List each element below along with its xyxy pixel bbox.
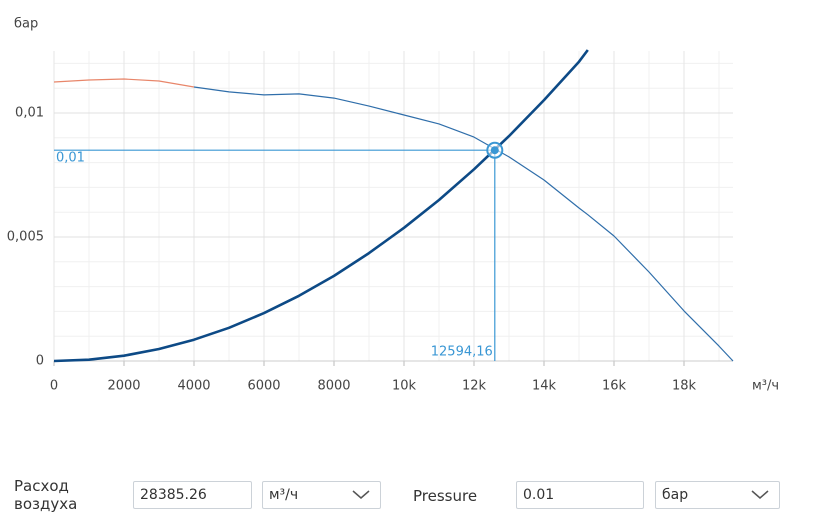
x-tick-label: 10k [392,379,417,394]
y-axis-label: бар [14,17,38,32]
chevron [751,490,769,499]
x-tick-label: 2000 [107,379,140,394]
operating-y-label: 0,01 [56,151,85,166]
x-tick-label: 6000 [247,379,280,394]
flow-label: Расход воздуха [14,477,78,513]
flow-unit: м³/ч [269,487,299,503]
form: Расход воздуха 28385.26 м³/ч Pressure 0.… [0,470,819,520]
curve [53,49,589,363]
x-tick-label: 0 [50,379,58,394]
curve [193,86,734,362]
x-tick-label: 12k [462,379,487,394]
y-tick-label: 0,005 [7,230,44,245]
x-tick-label: 18k [672,379,697,394]
x-tick-label: 16k [602,379,627,394]
y-tick-label: 0,01 [15,106,44,121]
x-tick-label: 14k [532,379,557,394]
chevron [352,490,370,499]
pressure-label: Pressure [413,487,478,505]
curve [53,78,195,88]
x-tick-label: 4000 [177,379,210,394]
x-tick-label: 8000 [317,379,350,394]
y-tick-label: 0 [36,354,44,369]
operating-point [490,146,499,155]
flow-unit-select[interactable]: м³/ч [262,481,381,509]
pressure-unit-select[interactable]: бар [655,481,780,509]
operating-x-label: 12594,16 [431,345,493,360]
x-axis-label: м³/ч [752,379,779,394]
pressure-input[interactable]: 0.01 [516,481,644,509]
pressure-unit: бар [662,487,689,503]
flow-input[interactable]: 28385.26 [133,481,252,509]
chart: бар м³/ч 0 2000 4000 6000 8000 10k 12k 14k 16k 18… [7,17,779,394]
